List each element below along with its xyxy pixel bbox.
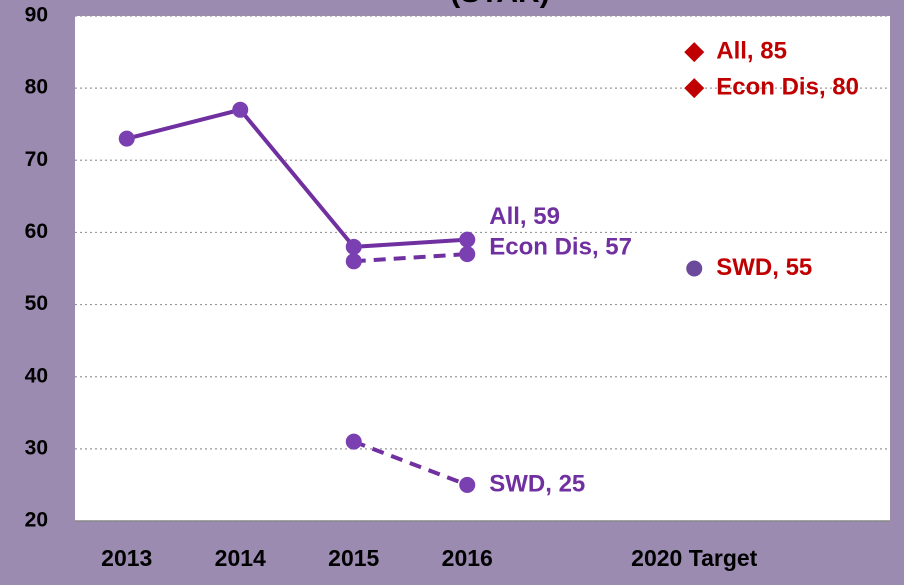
marker	[459, 476, 476, 493]
x-tick-label: 2020 Target	[631, 545, 757, 571]
marker	[684, 42, 705, 63]
marker	[232, 101, 249, 118]
y-tick-label: 30	[25, 436, 48, 459]
marker	[345, 238, 362, 255]
chart-title: (STAR)	[450, 0, 549, 9]
x-tick-label: 2014	[215, 545, 266, 571]
y-tick-label: 80	[25, 76, 48, 99]
marker	[686, 260, 703, 277]
data-label: All, 59	[489, 203, 560, 230]
y-tick-label: 50	[25, 292, 48, 315]
marker	[684, 78, 705, 99]
y-tick-label: 40	[25, 364, 48, 387]
data-label: Econ Dis, 57	[489, 233, 632, 260]
data-label: Econ Dis, 80	[716, 73, 859, 100]
plot-area	[75, 16, 890, 521]
y-tick-label: 60	[25, 220, 48, 243]
x-tick-label: 2016	[442, 545, 493, 571]
marker	[345, 433, 362, 450]
series-line	[353, 439, 468, 487]
data-label: All, 85	[716, 37, 787, 64]
y-tick-label: 90	[25, 4, 48, 27]
series-line	[126, 107, 468, 249]
marker	[459, 246, 476, 263]
data-label: SWD, 55	[716, 254, 812, 281]
x-tick-label: 2015	[328, 545, 379, 571]
x-tick-label: 2013	[101, 545, 152, 571]
marker	[345, 253, 362, 270]
y-tick-label: 20	[25, 509, 48, 532]
y-tick-label: 70	[25, 148, 48, 171]
data-label: SWD, 25	[489, 470, 585, 497]
marker	[459, 231, 476, 248]
marker	[118, 130, 135, 147]
